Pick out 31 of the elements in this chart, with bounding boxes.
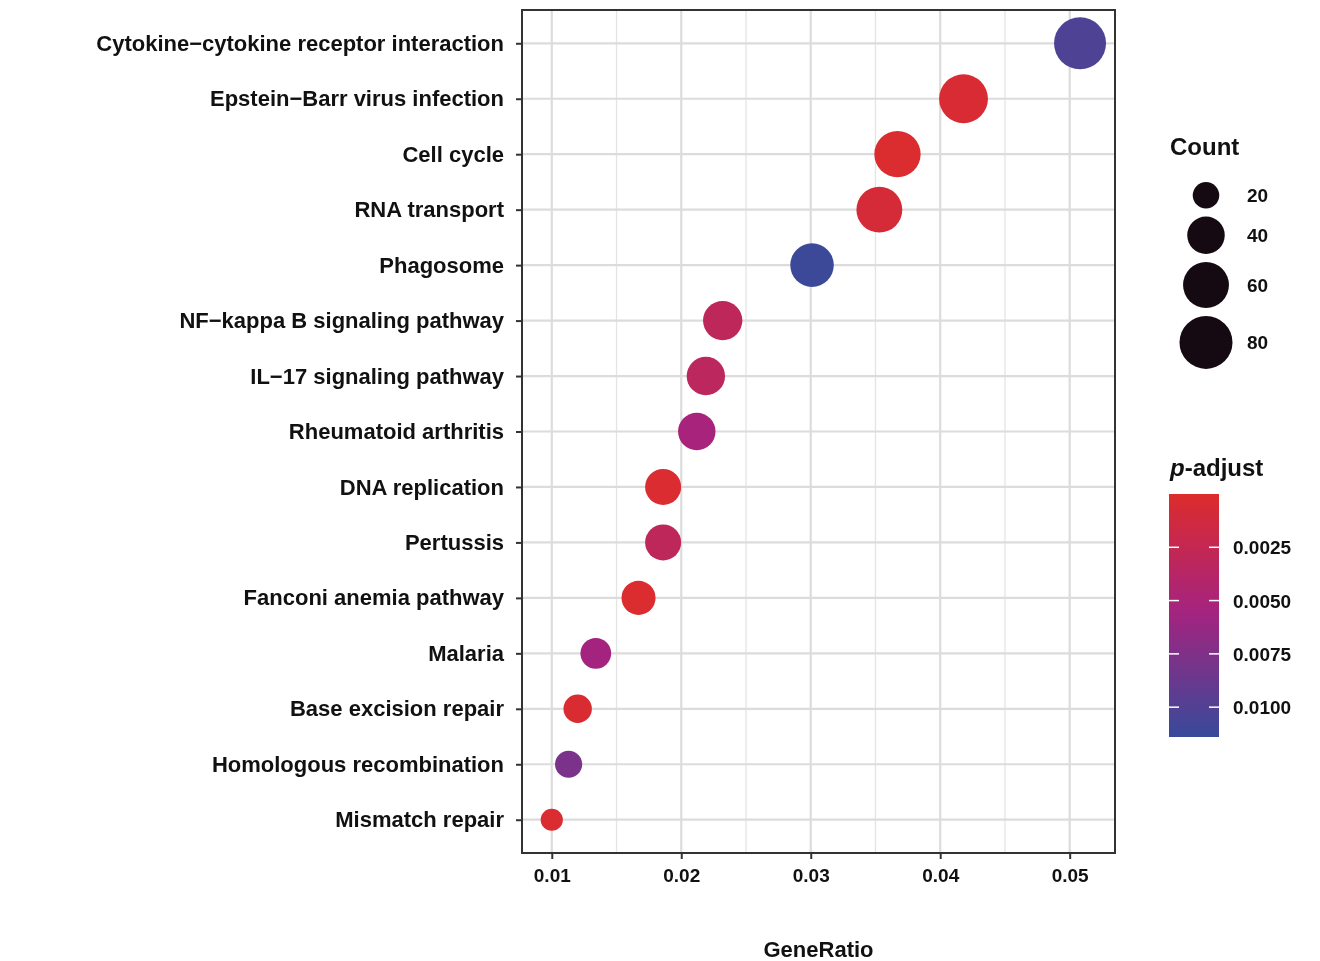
y-tick-label: Cytokine−cytokine receptor interaction — [96, 30, 504, 56]
y-tick-label: DNA replication — [339, 474, 504, 500]
x-tick-label: 0.05 — [1051, 865, 1090, 887]
y-tick-label: Rheumatoid arthritis — [288, 419, 504, 445]
y-tick-label: Fanconi anemia pathway — [243, 585, 505, 611]
y-tick-label: Mismatch repair — [335, 807, 505, 833]
x-tick-label: 0.01 — [533, 865, 572, 887]
color-bar-label: 0.0025 — [1233, 537, 1292, 559]
legend-label: 40 — [1247, 225, 1269, 247]
legend-label: 80 — [1247, 332, 1269, 354]
color-bar-label: 0.0100 — [1233, 697, 1292, 719]
y-tick-label: IL−17 signaling pathway — [250, 363, 505, 389]
y-tick-label: Malaria — [428, 640, 505, 666]
color-bar-label: 0.0075 — [1233, 643, 1292, 665]
y-tick-label: Pertussis — [404, 529, 504, 555]
color-bar-label: 0.0050 — [1233, 590, 1292, 612]
y-tick-label: Phagosome — [379, 252, 504, 278]
x-tick-label: 0.03 — [792, 865, 830, 887]
x-tick-label: 0.02 — [663, 865, 701, 887]
y-tick-label: Cell cycle — [402, 141, 504, 167]
legend-title: Count — [1170, 133, 1240, 160]
y-tick-label: NF−kappa B signaling pathway — [179, 308, 505, 334]
y-tick-label: Base excision repair — [289, 696, 505, 722]
x-tick-label: 0.04 — [922, 865, 960, 887]
y-tick-label: Epstein−Barr virus infection — [209, 86, 504, 112]
y-tick-label: RNA transport — [354, 197, 505, 223]
x-axis-title: GeneRatio — [763, 937, 874, 961]
legend-label: 60 — [1247, 274, 1269, 296]
color-bar-title: p-adjust — [1169, 454, 1264, 481]
y-tick-label: Homologous recombination — [211, 751, 504, 777]
legend-label: 20 — [1247, 185, 1269, 207]
